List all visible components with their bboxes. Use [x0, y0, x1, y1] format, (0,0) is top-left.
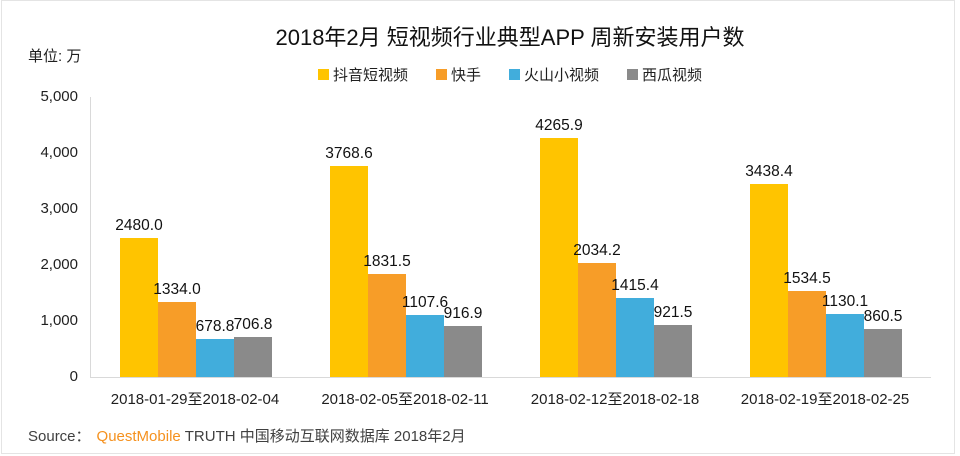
bar-value-label: 4265.9 — [535, 117, 583, 135]
bar-series-4-group-1: 706.8 — [234, 316, 272, 377]
legend-swatch-icon — [435, 68, 447, 80]
source-line: Source： QuestMobile TRUTH 中国移动互联网数据库 2018年… — [28, 425, 466, 446]
y-tick-label: 0 — [69, 368, 78, 385]
bar-value-label: 1831.5 — [363, 253, 411, 271]
legend-swatch-icon — [627, 68, 639, 80]
y-axis-labels: 5,000 4,000 3,000 2,000 1,000 0 — [0, 88, 78, 385]
bar-series-2-group-1: 1334.0 — [153, 281, 201, 377]
bar-series-4-group-3: 921.5 — [654, 304, 692, 377]
bar-value-label: 3438.4 — [745, 163, 793, 181]
y-tick-label: 3,000 — [40, 200, 78, 217]
bar-series-4-group-4: 860.5 — [864, 308, 902, 377]
bar-series-2-group-4: 1534.5 — [783, 270, 831, 377]
legend-label: 西瓜视频 — [642, 66, 703, 84]
bar-group-2: 3768.6 1831.5 1107.6 916.9 — [301, 97, 511, 377]
bar-series-1-group-3: 4265.9 — [535, 117, 583, 377]
bar-series-3-group-2: 1107.6 — [402, 294, 448, 377]
bar-group-4: 3438.4 1534.5 1130.1 860.5 — [721, 97, 931, 377]
legend: 抖音短视频 快手 火山小视频 西瓜视频 — [90, 64, 930, 84]
bar-series-1-group-1: 2480.0 — [115, 217, 163, 377]
bar-value-label: 860.5 — [863, 307, 903, 325]
legend-label: 火山小视频 — [524, 66, 600, 84]
bar-value-label: 2480.0 — [115, 217, 163, 235]
bar-value-label: 1534.5 — [783, 270, 831, 288]
bar-group-1: 2480.0 1334.0 678.8 706.8 — [91, 97, 301, 377]
bar-series-2-group-3: 2034.2 — [573, 242, 621, 377]
y-tick-label: 2,000 — [40, 256, 78, 273]
y-tick-label: 4,000 — [40, 144, 78, 161]
x-axis-label: 2018-02-05至2018-02-11 — [321, 391, 489, 408]
x-axis-label: 2018-01-29至2018-02-04 — [110, 391, 280, 408]
bar-series-3-group-3: 1415.4 — [611, 277, 659, 377]
legend-item-4: 西瓜视频 — [627, 64, 702, 85]
bar-value-label: 916.9 — [443, 304, 483, 322]
legend-label: 抖音短视频 — [332, 66, 408, 84]
bar-series-4-group-2: 916.9 — [444, 305, 482, 377]
plot-area: 2480.0 1334.0 678.8 706.8 3768.6 1831.5 1107.6… — [90, 97, 931, 378]
bar-value-label: 1107.6 — [401, 293, 449, 311]
x-axis-label: 2018-02-19至2018-02-25 — [740, 391, 910, 408]
y-tick-label: 1,000 — [40, 312, 78, 329]
bar-value-label: 706.8 — [233, 316, 273, 334]
source-suffix: TRUTH 中国移动互联网数据库 2018年2月 — [184, 428, 466, 445]
source-prefix: Source： — [28, 428, 91, 445]
legend-item-1: 抖音短视频 — [317, 64, 408, 85]
bar-value-label: 1415.4 — [611, 276, 659, 294]
bar-series-3-group-4: 1130.1 — [822, 293, 868, 377]
bar-series-3-group-1: 678.8 — [196, 318, 234, 377]
bar-value-label: 1334.0 — [153, 281, 201, 299]
legend-item-2: 快手 — [435, 64, 481, 85]
legend-swatch-icon — [509, 68, 520, 80]
legend-item-3: 火山小视频 — [509, 64, 599, 85]
chart-title: 2018年2月 短视频行业典型APP 周新安装用户数 — [275, 25, 745, 50]
bar-value-label: 2034.2 — [573, 242, 621, 260]
bar-series-1-group-4: 3438.4 — [745, 163, 793, 377]
bar-value-label: 921.5 — [653, 304, 693, 322]
bar-series-2-group-2: 1831.5 — [363, 253, 411, 377]
legend-label: 快手 — [450, 66, 481, 84]
unit-label: 单位: 万 — [28, 48, 82, 65]
x-axis-labels: 2018-01-29至2018-02-04 2018-02-05至2018-02-… — [90, 388, 930, 409]
bar-value-label: 678.8 — [195, 318, 235, 335]
legend-swatch-icon — [317, 68, 329, 80]
bar-series-1-group-2: 3768.6 — [325, 145, 373, 377]
bar-group-3: 4265.9 2034.2 1415.4 921.5 — [511, 97, 721, 377]
source-brand: QuestMobile — [96, 428, 181, 445]
y-tick-label: 5,000 — [40, 88, 78, 105]
bar-value-label: 1130.1 — [821, 292, 869, 310]
bar-value-label: 3768.6 — [325, 144, 373, 162]
x-axis-label: 2018-02-12至2018-02-18 — [530, 391, 700, 408]
